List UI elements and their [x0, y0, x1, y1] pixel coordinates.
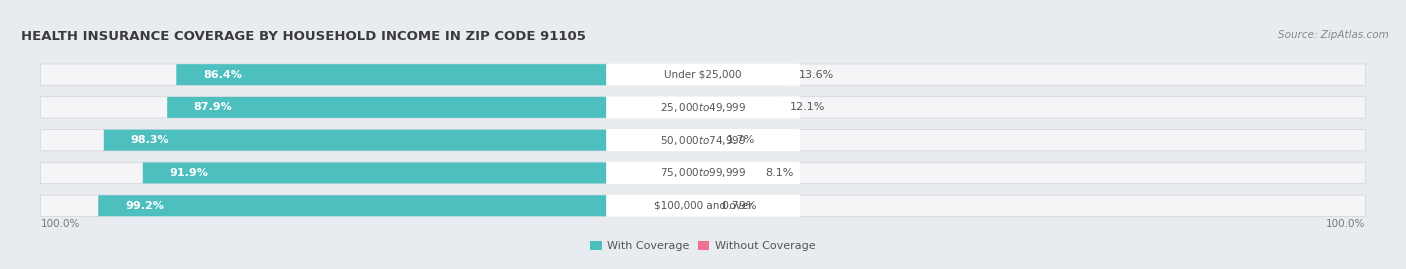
- Text: 87.9%: 87.9%: [194, 102, 232, 112]
- Text: 0.79%: 0.79%: [721, 201, 756, 211]
- FancyBboxPatch shape: [98, 195, 703, 216]
- FancyBboxPatch shape: [703, 130, 713, 151]
- Text: 8.1%: 8.1%: [766, 168, 794, 178]
- FancyBboxPatch shape: [143, 162, 703, 183]
- Text: 12.1%: 12.1%: [790, 102, 825, 112]
- FancyBboxPatch shape: [41, 162, 1365, 183]
- FancyBboxPatch shape: [606, 194, 800, 217]
- FancyBboxPatch shape: [606, 162, 800, 184]
- FancyBboxPatch shape: [703, 195, 709, 216]
- Text: 91.9%: 91.9%: [169, 168, 208, 178]
- FancyBboxPatch shape: [606, 63, 800, 86]
- FancyBboxPatch shape: [104, 130, 703, 151]
- FancyBboxPatch shape: [606, 96, 800, 119]
- Text: 13.6%: 13.6%: [799, 70, 834, 80]
- Legend: With Coverage, Without Coverage: With Coverage, Without Coverage: [586, 236, 820, 256]
- Text: 98.3%: 98.3%: [131, 135, 169, 145]
- Text: 100.0%: 100.0%: [1326, 219, 1365, 229]
- FancyBboxPatch shape: [167, 97, 703, 118]
- Text: $25,000 to $49,999: $25,000 to $49,999: [659, 101, 747, 114]
- FancyBboxPatch shape: [41, 130, 1365, 151]
- FancyBboxPatch shape: [41, 64, 1365, 85]
- Text: 86.4%: 86.4%: [202, 70, 242, 80]
- FancyBboxPatch shape: [606, 129, 800, 151]
- Text: 100.0%: 100.0%: [41, 219, 80, 229]
- Text: 99.2%: 99.2%: [125, 201, 165, 211]
- Text: Under $25,000: Under $25,000: [664, 70, 742, 80]
- Text: $50,000 to $74,999: $50,000 to $74,999: [659, 134, 747, 147]
- FancyBboxPatch shape: [703, 162, 752, 183]
- FancyBboxPatch shape: [703, 64, 786, 85]
- Text: 1.7%: 1.7%: [727, 135, 755, 145]
- Text: HEALTH INSURANCE COVERAGE BY HOUSEHOLD INCOME IN ZIP CODE 91105: HEALTH INSURANCE COVERAGE BY HOUSEHOLD I…: [21, 30, 586, 43]
- FancyBboxPatch shape: [41, 97, 1365, 118]
- Text: $75,000 to $99,999: $75,000 to $99,999: [659, 167, 747, 179]
- FancyBboxPatch shape: [176, 64, 703, 85]
- Text: Source: ZipAtlas.com: Source: ZipAtlas.com: [1278, 30, 1389, 40]
- Text: $100,000 and over: $100,000 and over: [654, 201, 752, 211]
- FancyBboxPatch shape: [703, 97, 778, 118]
- FancyBboxPatch shape: [41, 195, 1365, 216]
